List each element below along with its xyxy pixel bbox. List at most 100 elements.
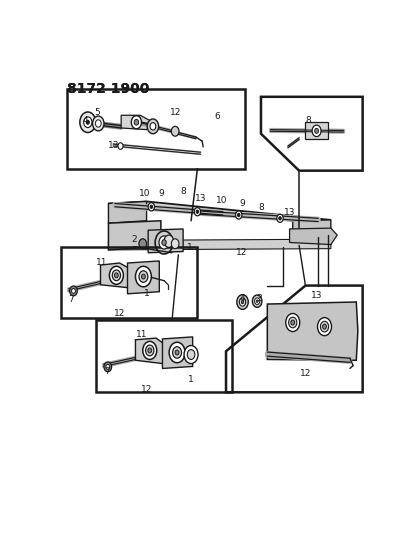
Circle shape: [239, 298, 245, 306]
Polygon shape: [289, 228, 336, 245]
Text: 1: 1: [143, 289, 149, 298]
Circle shape: [118, 143, 123, 149]
Circle shape: [135, 266, 151, 287]
Text: 8: 8: [180, 187, 186, 196]
Polygon shape: [267, 302, 357, 360]
Text: 7: 7: [104, 367, 110, 376]
Circle shape: [131, 116, 141, 129]
Circle shape: [240, 301, 243, 304]
Bar: [96, 320, 232, 392]
Text: 5: 5: [94, 108, 100, 117]
Text: 11: 11: [136, 329, 147, 338]
Circle shape: [171, 239, 179, 248]
Circle shape: [112, 270, 120, 281]
Bar: [67, 88, 245, 168]
Text: 12: 12: [299, 369, 310, 378]
Text: 13: 13: [283, 208, 294, 217]
Text: 4: 4: [238, 294, 244, 303]
Polygon shape: [121, 115, 153, 130]
Text: 12: 12: [169, 108, 180, 117]
Text: 12: 12: [236, 248, 247, 257]
Circle shape: [194, 207, 200, 216]
Text: 2: 2: [131, 235, 136, 244]
Text: 8172 1900: 8172 1900: [67, 83, 149, 96]
Circle shape: [175, 350, 179, 355]
Circle shape: [70, 286, 77, 296]
Polygon shape: [127, 261, 159, 294]
Text: 12: 12: [114, 309, 125, 318]
Circle shape: [106, 365, 110, 369]
Text: 6: 6: [214, 112, 220, 121]
Circle shape: [278, 216, 281, 220]
Circle shape: [134, 119, 138, 125]
Circle shape: [254, 298, 259, 304]
Circle shape: [139, 271, 148, 282]
Circle shape: [142, 342, 156, 359]
Circle shape: [290, 320, 294, 325]
Text: 8: 8: [305, 116, 311, 125]
Text: 8172 1900: 8172 1900: [67, 83, 149, 96]
Polygon shape: [108, 201, 146, 223]
Text: 10: 10: [215, 196, 227, 205]
Text: 12: 12: [141, 384, 152, 393]
Circle shape: [237, 213, 239, 216]
Polygon shape: [292, 220, 330, 240]
Text: 4: 4: [82, 116, 88, 125]
Text: 9: 9: [238, 199, 244, 208]
Circle shape: [256, 300, 258, 302]
Circle shape: [276, 214, 283, 222]
Polygon shape: [148, 229, 183, 253]
Circle shape: [141, 274, 145, 279]
Circle shape: [311, 125, 320, 136]
Polygon shape: [305, 122, 327, 140]
Text: 8: 8: [257, 203, 263, 212]
Text: 13: 13: [194, 194, 206, 203]
Circle shape: [92, 116, 104, 131]
Circle shape: [104, 362, 111, 372]
Circle shape: [319, 321, 328, 332]
Circle shape: [145, 345, 153, 356]
Circle shape: [148, 203, 154, 211]
Text: 1: 1: [188, 375, 193, 384]
Polygon shape: [108, 201, 330, 221]
Circle shape: [139, 239, 146, 248]
Text: 3: 3: [256, 294, 262, 303]
Polygon shape: [108, 221, 160, 250]
Polygon shape: [108, 239, 330, 250]
Circle shape: [155, 231, 173, 254]
Circle shape: [322, 324, 326, 329]
Circle shape: [252, 295, 261, 308]
Circle shape: [72, 288, 75, 293]
Circle shape: [317, 318, 331, 336]
Circle shape: [147, 119, 158, 134]
Circle shape: [86, 120, 89, 124]
Circle shape: [164, 235, 173, 247]
Circle shape: [83, 117, 92, 127]
Polygon shape: [100, 263, 130, 288]
Circle shape: [196, 210, 198, 213]
Circle shape: [114, 273, 118, 278]
Polygon shape: [135, 338, 165, 364]
Circle shape: [159, 236, 169, 249]
Text: 7: 7: [68, 295, 74, 304]
Bar: [61, 247, 197, 318]
Text: 11: 11: [96, 258, 108, 267]
Text: 13: 13: [108, 141, 119, 150]
Circle shape: [95, 120, 101, 127]
Circle shape: [169, 342, 184, 363]
Circle shape: [288, 317, 296, 328]
Circle shape: [235, 211, 241, 219]
Circle shape: [150, 123, 155, 130]
Circle shape: [150, 205, 152, 208]
Circle shape: [171, 126, 179, 136]
Circle shape: [236, 295, 248, 309]
Circle shape: [172, 347, 181, 358]
Text: 1: 1: [186, 244, 192, 252]
Circle shape: [109, 266, 123, 284]
Circle shape: [184, 345, 198, 364]
Text: 13: 13: [310, 292, 321, 300]
Circle shape: [148, 348, 151, 353]
Circle shape: [162, 240, 166, 245]
Circle shape: [80, 112, 96, 133]
Polygon shape: [162, 337, 192, 368]
